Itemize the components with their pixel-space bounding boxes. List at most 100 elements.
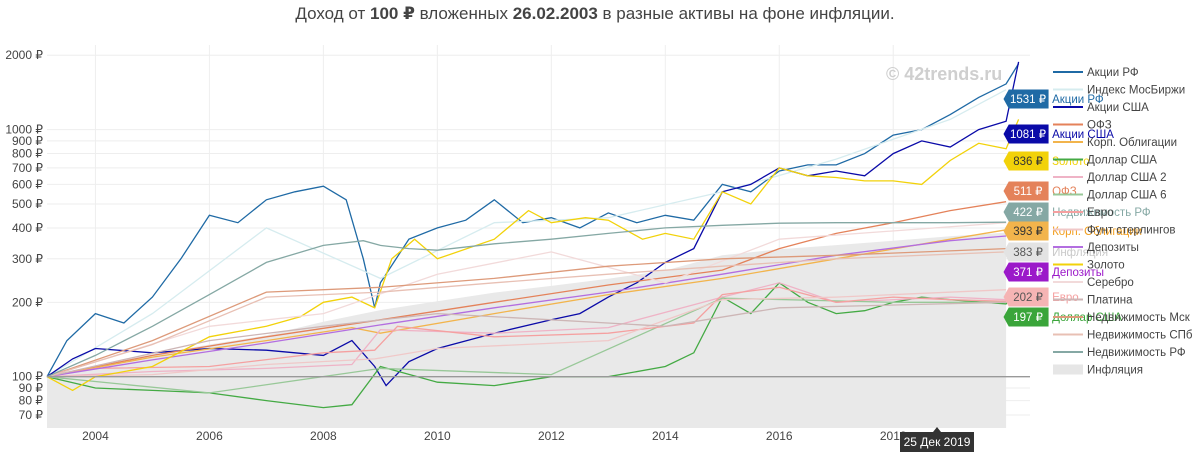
end-label-депозиты: 371 ₽ Депозиты [1003,262,1104,282]
legend-item-фунт-стерлингов[interactable]: Фунт стерлингов [1053,225,1176,237]
x-axis: 2004 2006 2008 2010 2012 2014 2016 2018 [82,429,907,443]
y-tick-label: 80 ₽ [19,394,44,408]
legend-item-недвижимость-спб[interactable]: Недвижимость СПб [1053,330,1193,342]
title-middle: вложенных [414,4,513,23]
x-tick-label: 2010 [424,429,451,443]
legend-label: Акции РФ [1087,67,1139,79]
end-label-доллар-сша: 197 ₽ Доллар США [1003,307,1122,327]
series-line-евро [46,286,1007,378]
series-line-недвижимость-мск [46,247,1007,378]
series-line-недвижимость-спб [46,251,1007,378]
legend-item-индекс-мосбиржи[interactable]: Индекс МосБиржи [1053,85,1185,97]
y-tick-label: 2000 ₽ [5,48,43,62]
end-label-value: 511 ₽ [1014,186,1043,198]
legend-label: Золото [1087,260,1125,272]
legend-item-корп-облигации[interactable]: Корп. Облигации [1053,137,1177,149]
end-label-tag [1003,221,1049,241]
series-line-корп-облигации [46,229,1007,378]
series-line-офз [46,201,1007,378]
legend-item-недвижимость-мск[interactable]: Недвижимость Мск [1053,312,1191,324]
y-tick-label: 500 ₽ [12,197,43,211]
legend-item-доллар-сша-6[interactable]: Доллар США 6 [1053,190,1167,202]
end-label-недвижимость-рф: 422 ₽ Недвижимость РФ [1003,202,1151,222]
end-label-name: Депозиты [1052,267,1104,279]
series-line-акции-сша [46,61,1020,387]
legend-label: Корп. Облигации [1087,137,1177,149]
end-label-tag [1003,202,1049,222]
y-tick-label: 300 ₽ [12,252,43,266]
end-label-value: 836 ₽ [1013,156,1043,168]
legend-label: Платина [1087,295,1133,307]
legend-item-евро[interactable]: Евро [1053,207,1114,219]
inflation-area [47,232,1007,428]
title-prefix: Доход от [295,4,370,23]
legend-item-недвижимость-рф[interactable]: Недвижимость РФ [1053,347,1186,359]
end-label-tag [1003,151,1049,171]
y-axis: 70 ₽80 ₽90 ₽100 ₽ 200 ₽ 300 ₽ 400 ₽ 500 ₽ 600… [5,48,43,422]
y-tick-label: 1000 ₽ [5,123,43,137]
legend-item-золото[interactable]: Золото [1053,260,1125,272]
legend-label: Инфляция [1087,365,1143,377]
legend-label: Депозиты [1087,242,1139,254]
x-tick-label: 2016 [766,429,793,443]
inflation-area-fill [47,232,1007,428]
end-label-value: 422 ₽ [1013,207,1043,219]
end-label-name: Недвижимость РФ [1052,207,1151,219]
legend-label: Индекс МосБиржи [1087,85,1185,97]
y-tick-label: 800 ₽ [12,147,43,161]
end-label-value: 393 ₽ [1013,226,1043,238]
x-tick-label: 2004 [82,429,109,443]
hover-box [900,432,974,452]
end-label-name: Доллар США [1052,312,1122,324]
end-label-name: Евро [1052,292,1079,304]
legend-item-акции-рф[interactable]: Акции РФ [1053,67,1139,79]
end-label-name: Акции США [1052,129,1114,141]
legend-item-акции-сша[interactable]: Акции США [1053,102,1149,114]
series-line-доллар-сша-6 [46,297,1007,394]
x-tick-label: 2012 [538,429,565,443]
legend-item-доллар-сша-2[interactable]: Доллар США 2 [1053,172,1167,184]
legend-label: Доллар США [1087,155,1157,167]
end-label-value: 1531 ₽ [1010,94,1046,106]
series-line-депозиты [46,235,1007,378]
legend-label: Недвижимость РФ [1087,347,1186,359]
hover-label: 25 Дек 2019 [900,427,974,452]
end-label-tag [1003,181,1049,201]
y-tick-label: 900 ₽ [12,134,43,148]
y-tick-label: 100 ₽ [12,370,43,384]
end-label-value: 371 ₽ [1013,267,1043,279]
legend-item-доллар-сша[interactable]: Доллар США [1053,155,1157,167]
hover-date: 25 Дек 2019 [904,435,971,449]
y-tick-label: 200 ₽ [12,295,43,309]
end-label-tag [1003,242,1049,262]
end-label-name: Акции РФ [1052,94,1104,106]
legend-label: Недвижимость Мск [1087,312,1191,324]
legend-label: Доллар США 6 [1087,190,1167,202]
y-tick-label: 600 ₽ [12,177,43,191]
legend-label: Акции США [1087,102,1149,114]
legend-item-серебро[interactable]: Серебро [1053,277,1134,289]
end-label-tag [1003,124,1049,144]
end-label-золото: 836 ₽ Золото [1003,151,1090,171]
legend-label: ОФЗ [1087,120,1112,132]
end-label-tag [1003,89,1049,109]
legend-item-платина[interactable]: Платина [1053,295,1133,307]
x-tick-label: 2008 [310,429,337,443]
legend-label: Евро [1087,207,1114,219]
end-label-name: ОФЗ [1052,186,1077,198]
y-tick-label: 90 ₽ [19,381,44,395]
legend-item-депозиты[interactable]: Депозиты [1053,242,1139,254]
end-label-tag [1003,307,1049,327]
title-suffix: в разные активы на фоне инфляции. [597,4,895,23]
end-label-акции-сша: 1081 ₽ Акции США [1003,124,1114,144]
title-amount: 100 ₽ [370,4,415,23]
legend-item-инфляция[interactable]: Инфляция [1053,364,1143,377]
end-label-name: Золото [1052,156,1090,168]
end-label-офз: 511 ₽ ОФЗ [1003,181,1077,201]
legend-item-офз[interactable]: ОФЗ [1053,120,1112,132]
legend-label: Фунт стерлингов [1087,225,1176,237]
hover-pointer [933,427,941,432]
series-line-индекс-мосбиржи [46,89,1007,378]
